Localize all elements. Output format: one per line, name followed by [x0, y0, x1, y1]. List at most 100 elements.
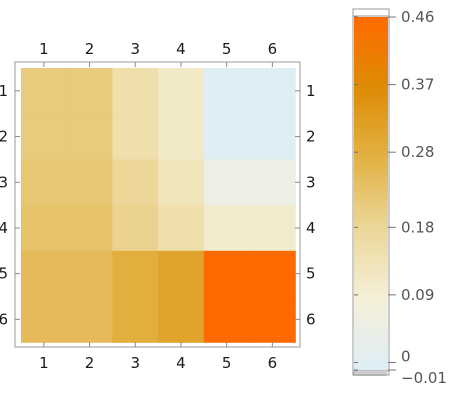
col-label-top: 6: [268, 40, 278, 58]
colorbar-band: [354, 228, 388, 233]
col-label-top: 2: [85, 40, 95, 58]
heatmap-cell-r1-c6: [249, 68, 296, 115]
colorbar-band: [354, 278, 388, 283]
row-label-right: 4: [306, 219, 316, 237]
colorbar-band: [354, 146, 388, 150]
colorbar-band: [354, 225, 388, 230]
colorbar-band: [354, 102, 388, 106]
colorbar-band: [354, 93, 388, 98]
colorbar-band: [354, 155, 388, 159]
colorbar-label: 0.18: [401, 218, 434, 236]
colorbar-band: [354, 302, 388, 306]
colorbar-band: [354, 308, 388, 312]
colorbar-band: [354, 299, 388, 303]
colorbar-band: [354, 311, 388, 315]
colorbar-band: [354, 328, 388, 333]
heatmap-cell-r5-c1: [21, 250, 68, 298]
colorbar-band: [354, 193, 388, 198]
colorbar-band: [354, 99, 388, 103]
heatmap-cell-r2-c5: [203, 113, 251, 160]
colorbar-ticks: 0.46 0.37 0.28 0.18 0.09 0 −0.01: [354, 8, 447, 387]
heatmap-cell-r2-c6: [249, 113, 296, 160]
colorbar-band: [354, 17, 388, 21]
col-label-bottom: 1: [39, 354, 49, 372]
colorbar-band: [354, 364, 388, 368]
colorbar-band: [354, 137, 388, 142]
colorbar-band: [354, 211, 388, 215]
heatmap-cell-r2-c1: [21, 113, 68, 160]
colorbar-band: [354, 246, 388, 250]
heatmap-cell-r4-c5: [203, 205, 251, 252]
colorbar-band: [354, 37, 388, 42]
colorbar-band: [354, 167, 388, 171]
colorbar-band: [354, 69, 388, 74]
colorbar-label: −0.01: [401, 369, 447, 387]
colorbar-band: [354, 58, 388, 62]
colorbar-band: [354, 367, 388, 371]
colorbar-band: [354, 264, 388, 268]
colorbar-band: [354, 208, 388, 212]
colorbar-band: [354, 117, 388, 121]
colorbar-band: [354, 322, 388, 327]
colorbar-band: [354, 305, 388, 309]
row-label-right: 1: [306, 82, 316, 100]
colorbar-band: [354, 175, 388, 180]
col-label-bottom: 5: [222, 354, 232, 372]
colorbar-band: [354, 131, 388, 136]
colorbar-label: 0.46: [401, 8, 434, 26]
heatmap-cell-r3-c2: [66, 159, 113, 206]
row-label-right: 6: [306, 310, 316, 328]
col-label-top: 1: [39, 40, 49, 58]
colorbar-band: [354, 202, 388, 206]
colorbar-band: [354, 52, 388, 56]
colorbar-band: [354, 237, 388, 242]
colorbar-band: [354, 81, 388, 86]
heatmap-cell-r3-c1: [21, 159, 68, 206]
colorbar-band: [354, 319, 388, 324]
colorbar-band: [354, 90, 388, 95]
colorbar-band: [354, 331, 388, 336]
colorbar-band: [354, 75, 388, 80]
colorbar-band: [354, 149, 388, 153]
col-label-bottom: 4: [176, 354, 186, 372]
colorbar-band: [354, 181, 388, 186]
colorbar-band: [354, 119, 388, 124]
colorbar-band: [354, 352, 388, 356]
heatmap-cell-r5-c2: [66, 250, 113, 298]
row-label-left: 2: [0, 128, 8, 146]
col-label-top: 5: [222, 40, 232, 58]
colorbar-label: 0.28: [401, 143, 434, 161]
colorbar-band: [354, 172, 388, 177]
colorbar-band: [354, 169, 388, 174]
colorbar-band: [354, 105, 388, 109]
heatmap-cell-r4-c6: [249, 205, 296, 252]
heatmap-frame: [14, 61, 301, 348]
colorbar-band: [354, 343, 388, 348]
colorbar-label: 0: [401, 347, 411, 365]
colorbar-band: [354, 205, 388, 209]
colorbar-band: [354, 287, 388, 292]
colorbar-band: [354, 340, 388, 345]
heatmap-cell-r1-c4: [158, 68, 205, 115]
heatmap-cell-r6-c5: [203, 296, 251, 343]
colorbar-band: [354, 252, 388, 256]
col-label-bottom: 6: [268, 354, 278, 372]
colorbar-band: [354, 217, 388, 221]
heatmap-cell-r2-c4: [158, 113, 205, 160]
row-label-right: 2: [306, 128, 316, 146]
colorbar-band: [354, 134, 388, 139]
colorbar-band: [354, 67, 388, 71]
colorbar-band: [354, 96, 388, 100]
colorbar-band: [354, 108, 388, 112]
colorbar-band: [354, 249, 388, 253]
colorbar-band: [354, 234, 388, 239]
colorbar-band: [354, 84, 388, 89]
colorbar-band: [354, 61, 388, 65]
colorbar-band: [354, 178, 388, 183]
colorbar-band: [354, 314, 388, 318]
row-label-left: 4: [0, 219, 8, 237]
row-label-right: 3: [306, 173, 316, 191]
colorbar-gradient: [353, 17, 388, 376]
colorbar-band: [354, 22, 388, 27]
